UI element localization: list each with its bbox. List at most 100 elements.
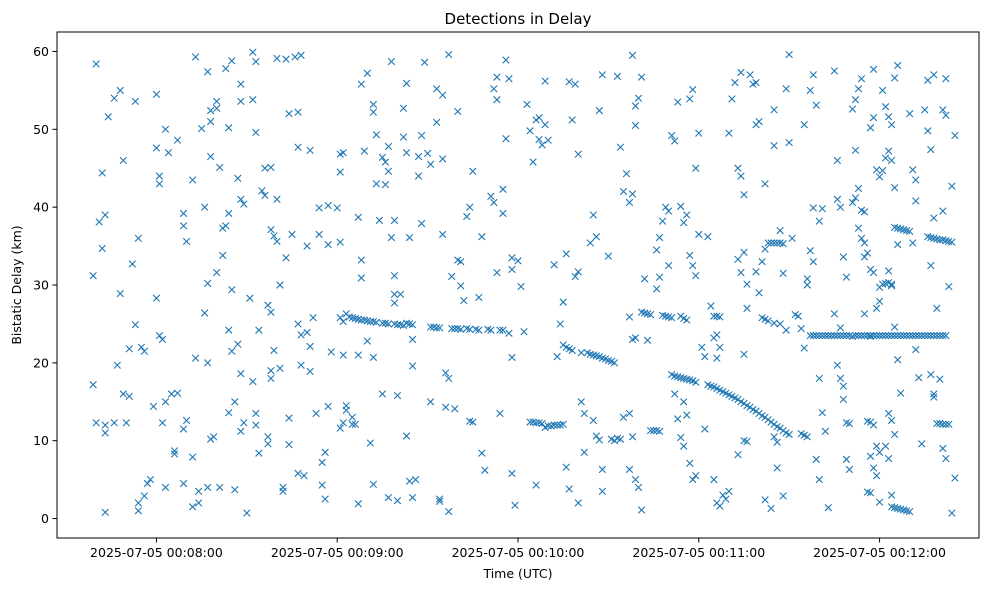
data-point [481,466,489,474]
chart-title: Detections in Delay [445,10,592,28]
data-point [445,507,453,516]
data-point [173,389,182,397]
data-point [851,331,860,340]
data-point [899,331,908,340]
x-axis: 2025-07-05 00:08:00 2025-07-05 00:09:00 20… [90,538,946,560]
data-point [942,420,950,429]
data-point [815,217,823,225]
data-point [788,234,796,242]
data-point [695,129,703,137]
data-point [646,426,655,435]
data-point [152,144,161,152]
data-point [872,442,881,450]
data-point [264,440,272,448]
data-point [818,331,827,340]
data-point [628,51,637,60]
data-point [297,51,305,60]
data-point [252,57,260,66]
data-point [252,421,260,429]
data-point [574,499,582,507]
data-point [893,356,902,364]
data-point [502,56,510,64]
data-point [625,198,634,207]
data-point [457,282,465,290]
data-point [357,316,366,324]
data-point [414,152,423,161]
data-point [496,409,504,418]
data-point [664,261,673,270]
data-point [921,106,929,114]
data-point [378,319,387,327]
data-point [249,377,257,386]
data-point [779,240,787,248]
data-point [559,420,567,429]
data-point [930,214,938,222]
data-point [896,331,905,340]
data-point [372,318,381,327]
data-point [417,219,426,228]
data-point [912,345,920,354]
data-point [101,429,109,437]
data-point [146,475,155,484]
data-point [161,483,170,492]
data-point [933,331,941,340]
data-point [658,217,667,225]
data-point [863,249,872,257]
data-point [324,240,332,249]
data-point [553,352,561,361]
data-point [508,469,516,478]
data-point [752,268,760,276]
data-point [936,375,944,383]
data-point [839,253,848,261]
data-point [170,450,179,458]
data-point [619,413,628,422]
data-point [785,50,793,59]
data-point [622,169,631,178]
data-point [906,331,914,340]
data-point [725,129,733,137]
data-point [426,398,435,406]
data-point [213,268,221,277]
data-point [270,346,278,355]
data-point [294,320,302,328]
data-point [869,113,878,122]
data-point [680,398,688,406]
data-point [881,103,890,111]
data-point [930,331,938,340]
data-point [809,204,817,212]
data-point [152,294,161,302]
data-point [631,102,640,110]
data-point [598,71,607,79]
data-point [728,95,736,103]
data-point [457,325,465,334]
data-point [652,285,661,293]
data-point [216,163,224,172]
data-point [225,326,233,334]
data-point [324,201,332,210]
data-point [893,61,902,70]
data-point [222,222,230,230]
data-point [469,418,477,426]
data-point [267,226,275,234]
data-point [420,58,429,67]
markers-layer [89,48,959,517]
data-point [306,367,314,376]
data-point [854,85,863,93]
data-point [909,331,917,340]
data-point [237,427,245,436]
data-point [836,374,845,383]
data-point [408,335,417,344]
data-point [445,50,453,59]
data-point [246,294,254,302]
data-point [387,233,396,242]
data-point [842,331,851,340]
data-point [752,78,760,87]
data-point [634,94,643,102]
data-point [137,343,146,351]
data-point [348,413,356,422]
data-point [571,272,579,281]
data-point [680,442,688,450]
data-point [782,85,790,93]
data-point [475,293,483,302]
data-point [273,237,281,246]
